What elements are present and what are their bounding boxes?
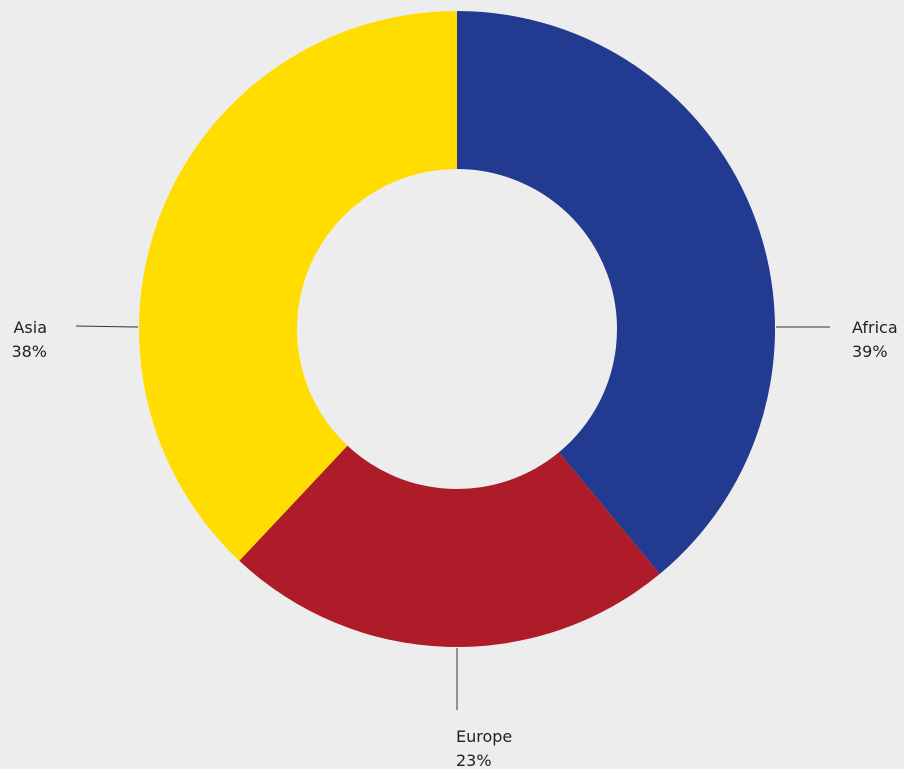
chart-labels: Africa 39% Europe 23% Asia 38% — [11, 318, 897, 769]
slice-value-asia: 38% — [11, 342, 47, 361]
slice-label-africa: Africa — [852, 318, 898, 337]
leader-line-asia — [75, 325, 139, 328]
slice-asia — [139, 11, 457, 561]
slice-label-asia: Asia — [13, 318, 47, 337]
slice-value-africa: 39% — [852, 342, 888, 361]
chart-leader-lines — [75, 325, 830, 710]
slice-europe — [239, 445, 660, 647]
slice-label-europe: Europe — [456, 727, 512, 746]
chart-slices — [139, 11, 775, 647]
slice-africa — [457, 11, 775, 575]
slice-value-europe: 23% — [456, 751, 492, 769]
